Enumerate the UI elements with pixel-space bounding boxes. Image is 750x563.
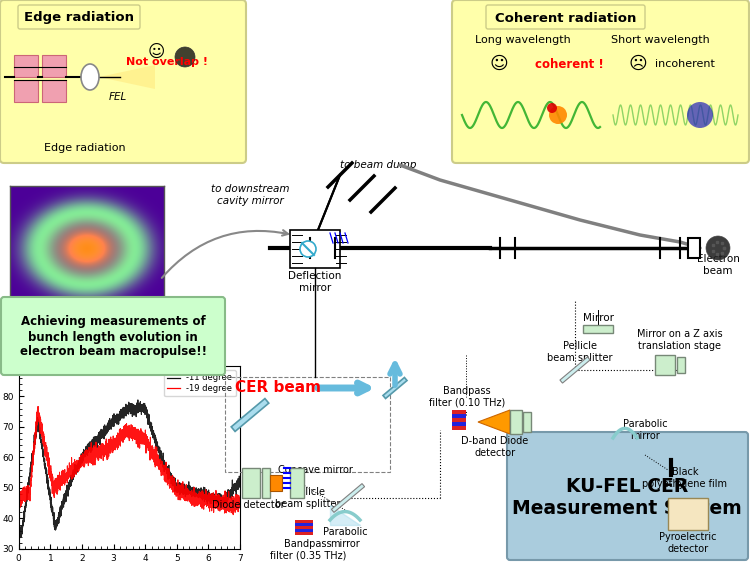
Text: Edge radiation: Edge radiation: [44, 143, 126, 153]
Bar: [452, 422, 466, 426]
Bar: [290, 230, 340, 268]
FancyBboxPatch shape: [452, 0, 749, 163]
Text: Pyroelectric
detector: Pyroelectric detector: [659, 532, 717, 554]
Circle shape: [547, 103, 557, 113]
Text: Coherent radiation: Coherent radiation: [495, 11, 637, 25]
Bar: [14, 55, 38, 77]
Text: Parabolic
mirror: Parabolic mirror: [322, 527, 368, 549]
Text: Edge radiation: Edge radiation: [24, 11, 134, 25]
Polygon shape: [383, 377, 407, 399]
Text: Black
polyethylene film: Black polyethylene film: [643, 467, 728, 489]
FancyBboxPatch shape: [486, 5, 645, 29]
Bar: [295, 523, 313, 525]
Text: CER beam: CER beam: [235, 381, 321, 395]
Ellipse shape: [81, 64, 99, 90]
Bar: [668, 498, 708, 530]
Text: Electron
beam: Electron beam: [697, 254, 740, 276]
Circle shape: [300, 241, 316, 257]
Text: Long wavelength: Long wavelength: [476, 35, 571, 45]
Bar: [452, 414, 466, 418]
Circle shape: [175, 47, 195, 67]
Text: ☺: ☺: [147, 43, 165, 61]
Text: Achieving measurements of
bunch length evolution in
electron beam macropulse!!: Achieving measurements of bunch length e…: [20, 315, 206, 359]
FancyBboxPatch shape: [0, 0, 246, 163]
Text: coherent !: coherent !: [535, 57, 604, 70]
Circle shape: [549, 106, 567, 124]
Polygon shape: [560, 357, 590, 383]
Text: Pellicle
beam splitter: Pellicle beam splitter: [548, 341, 613, 363]
Bar: [295, 529, 313, 531]
Text: Mirror: Mirror: [583, 313, 614, 323]
Text: Bandpass
filter (0.35 THz): Bandpass filter (0.35 THz): [270, 539, 346, 561]
Text: D-band Diode
detector: D-band Diode detector: [461, 436, 529, 458]
Bar: [14, 80, 38, 102]
FancyBboxPatch shape: [507, 432, 748, 560]
Bar: [677, 357, 685, 373]
Text: Not overlap !: Not overlap !: [126, 57, 208, 67]
Text: ☺: ☺: [490, 55, 508, 73]
Text: ☹: ☹: [628, 55, 647, 73]
Bar: [42, 80, 66, 102]
Polygon shape: [332, 484, 364, 512]
Text: KU-FEL CER
Measurement System: KU-FEL CER Measurement System: [512, 476, 742, 517]
FancyBboxPatch shape: [18, 5, 140, 29]
Bar: [42, 55, 66, 77]
Bar: [452, 410, 466, 413]
Circle shape: [687, 102, 713, 128]
Bar: [295, 526, 313, 529]
Text: Mirror on a Z axis
translation stage: Mirror on a Z axis translation stage: [638, 329, 723, 351]
Bar: [295, 520, 313, 522]
Polygon shape: [99, 65, 155, 89]
Bar: [290, 468, 304, 498]
Text: Deflection
mirror: Deflection mirror: [288, 271, 342, 293]
Bar: [523, 412, 531, 432]
Circle shape: [706, 236, 730, 260]
Text: Diode detector: Diode detector: [211, 500, 284, 510]
Text: Short wavelength: Short wavelength: [610, 35, 710, 45]
Bar: [242, 468, 260, 498]
Bar: [452, 418, 466, 422]
Polygon shape: [478, 410, 510, 434]
Text: Parabolic
mirror: Parabolic mirror: [622, 419, 668, 441]
Bar: [225, 377, 390, 472]
Text: Concave mirror: Concave mirror: [278, 465, 352, 475]
Polygon shape: [231, 399, 268, 431]
Text: FEL: FEL: [109, 92, 127, 102]
Text: incoherent: incoherent: [655, 59, 715, 69]
Bar: [583, 325, 613, 333]
FancyBboxPatch shape: [1, 297, 225, 375]
Bar: [262, 468, 270, 498]
Text: to downstream
cavity mirror: to downstream cavity mirror: [211, 184, 290, 206]
Legend: -11 degree, -19 degree: -11 degree, -19 degree: [164, 370, 236, 396]
Bar: [270, 475, 282, 491]
Text: Bandpass
filter (0.10 THz): Bandpass filter (0.10 THz): [429, 386, 506, 408]
Bar: [510, 410, 522, 434]
Bar: [295, 532, 313, 534]
Bar: [688, 238, 700, 258]
Text: Pellicle
beam splitter: Pellicle beam splitter: [275, 487, 340, 509]
Bar: [655, 355, 675, 375]
Text: to beam dump: to beam dump: [340, 160, 416, 170]
Bar: [452, 426, 466, 430]
